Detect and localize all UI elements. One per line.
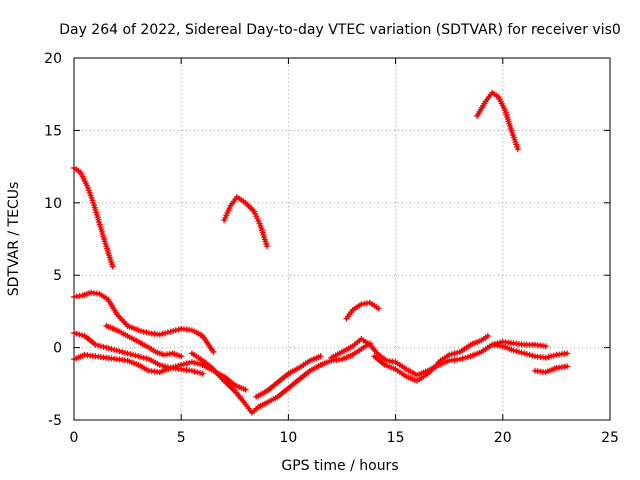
x-tick-label: 10 xyxy=(279,430,297,446)
x-tick-label: 5 xyxy=(177,430,186,446)
series-track-12 xyxy=(371,353,442,384)
plus-markers xyxy=(253,353,324,400)
x-tick-label: 25 xyxy=(601,430,619,446)
axis-ticks: 0 5 10 15 20 25 -5 0 5 10 15 20 xyxy=(44,51,619,446)
y-tick-label: 0 xyxy=(53,341,62,357)
series-track-15 xyxy=(532,363,571,376)
y-tick-label: 5 xyxy=(53,268,62,284)
plus-markers xyxy=(371,353,442,384)
y-tick-label: 10 xyxy=(44,196,62,212)
series-track-9 xyxy=(188,340,373,416)
x-tick-label: 15 xyxy=(387,430,405,446)
series-track-14 xyxy=(489,338,549,350)
series-track-5 xyxy=(71,289,217,355)
plus-markers xyxy=(103,322,185,360)
series-track-4 xyxy=(343,299,382,322)
plus-markers xyxy=(221,194,270,250)
plus-markers xyxy=(474,89,521,153)
plus-markers xyxy=(343,299,382,322)
series-track-7 xyxy=(103,322,185,360)
series-track-10 xyxy=(253,353,324,400)
series-track-2 xyxy=(221,194,270,250)
plus-markers xyxy=(489,338,549,350)
y-tick-label: 20 xyxy=(44,51,62,67)
y-tick-label: -5 xyxy=(48,413,62,429)
series-track-1 xyxy=(71,165,116,270)
x-tick-label: 20 xyxy=(494,430,512,446)
plus-markers xyxy=(435,333,491,366)
x-axis-label: GPS time / hours xyxy=(281,458,398,474)
plus-markers xyxy=(71,165,116,270)
y-tick-label: 15 xyxy=(44,123,62,139)
chart-title: Day 264 of 2022, Sidereal Day-to-day VTE… xyxy=(59,22,621,38)
series-track-13 xyxy=(435,333,491,366)
series-track-6 xyxy=(71,330,206,377)
plus-markers xyxy=(532,363,571,376)
grid xyxy=(74,58,610,420)
y-axis-label: SDTVAR / TECUs xyxy=(6,182,22,297)
plus-markers xyxy=(188,340,373,416)
data-series xyxy=(71,89,571,416)
series-track-3 xyxy=(474,89,521,153)
plot-frame xyxy=(73,57,611,421)
x-tick-label: 0 xyxy=(70,430,79,446)
plus-markers xyxy=(71,289,217,355)
